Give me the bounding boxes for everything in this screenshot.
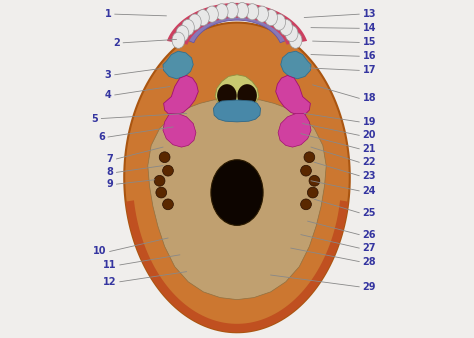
Text: 25: 25: [363, 208, 376, 218]
Ellipse shape: [189, 14, 201, 30]
Text: 26: 26: [363, 230, 376, 240]
Ellipse shape: [206, 6, 219, 22]
Ellipse shape: [215, 4, 228, 20]
Circle shape: [301, 165, 311, 176]
Ellipse shape: [246, 4, 259, 20]
Text: 18: 18: [363, 93, 376, 103]
Text: 28: 28: [363, 257, 376, 267]
Text: 2: 2: [113, 38, 120, 48]
Polygon shape: [167, 3, 307, 45]
Polygon shape: [126, 200, 348, 332]
Circle shape: [163, 199, 173, 210]
Circle shape: [163, 165, 173, 176]
Circle shape: [156, 187, 167, 198]
Polygon shape: [148, 98, 326, 299]
Text: 22: 22: [363, 157, 376, 167]
Text: 8: 8: [106, 167, 113, 177]
Text: 19: 19: [363, 117, 376, 127]
Polygon shape: [278, 114, 311, 147]
Ellipse shape: [176, 25, 189, 42]
Ellipse shape: [264, 9, 277, 26]
Text: 7: 7: [106, 154, 113, 164]
Polygon shape: [124, 23, 350, 332]
Ellipse shape: [197, 9, 210, 26]
Polygon shape: [215, 75, 259, 113]
Ellipse shape: [273, 14, 285, 30]
Polygon shape: [164, 75, 198, 115]
Text: 21: 21: [363, 144, 376, 154]
Text: 9: 9: [106, 179, 113, 189]
Circle shape: [309, 175, 320, 186]
Text: 6: 6: [98, 132, 105, 142]
Circle shape: [154, 175, 165, 186]
Ellipse shape: [255, 6, 268, 22]
Polygon shape: [213, 100, 261, 122]
Circle shape: [304, 152, 315, 163]
Text: 15: 15: [363, 38, 376, 47]
Text: 16: 16: [363, 51, 376, 61]
Ellipse shape: [172, 32, 185, 48]
Ellipse shape: [289, 32, 302, 48]
Text: 4: 4: [105, 90, 111, 100]
Text: 14: 14: [363, 23, 376, 33]
Polygon shape: [276, 75, 310, 115]
Text: 10: 10: [93, 246, 106, 257]
Text: 24: 24: [363, 186, 376, 196]
Text: 29: 29: [363, 282, 376, 292]
Text: 20: 20: [363, 130, 376, 140]
Text: 12: 12: [103, 277, 117, 287]
Ellipse shape: [285, 25, 298, 42]
Ellipse shape: [236, 2, 248, 19]
Ellipse shape: [211, 160, 263, 225]
Ellipse shape: [237, 84, 257, 107]
Ellipse shape: [182, 19, 194, 35]
Circle shape: [307, 187, 318, 198]
Text: 17: 17: [363, 65, 376, 75]
Polygon shape: [174, 4, 300, 43]
Polygon shape: [163, 114, 196, 147]
Ellipse shape: [226, 2, 238, 19]
Polygon shape: [163, 51, 193, 79]
Text: 11: 11: [103, 260, 117, 270]
Text: 5: 5: [91, 114, 98, 123]
Ellipse shape: [280, 19, 292, 35]
Text: 3: 3: [105, 70, 111, 80]
Polygon shape: [281, 51, 311, 79]
Circle shape: [159, 152, 170, 163]
Ellipse shape: [217, 84, 237, 107]
Text: 27: 27: [363, 243, 376, 253]
Text: 1: 1: [105, 9, 111, 19]
Circle shape: [301, 199, 311, 210]
Text: 13: 13: [363, 9, 376, 19]
Text: 23: 23: [363, 171, 376, 181]
